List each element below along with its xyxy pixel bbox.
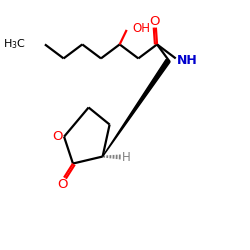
Text: H$_3$C: H$_3$C [2,38,26,51]
Text: OH: OH [132,22,150,35]
Text: NH: NH [176,54,197,68]
Polygon shape [102,60,170,156]
Text: O: O [52,130,63,143]
Text: O: O [58,178,68,190]
Text: O: O [150,14,160,28]
Text: H: H [122,150,131,164]
